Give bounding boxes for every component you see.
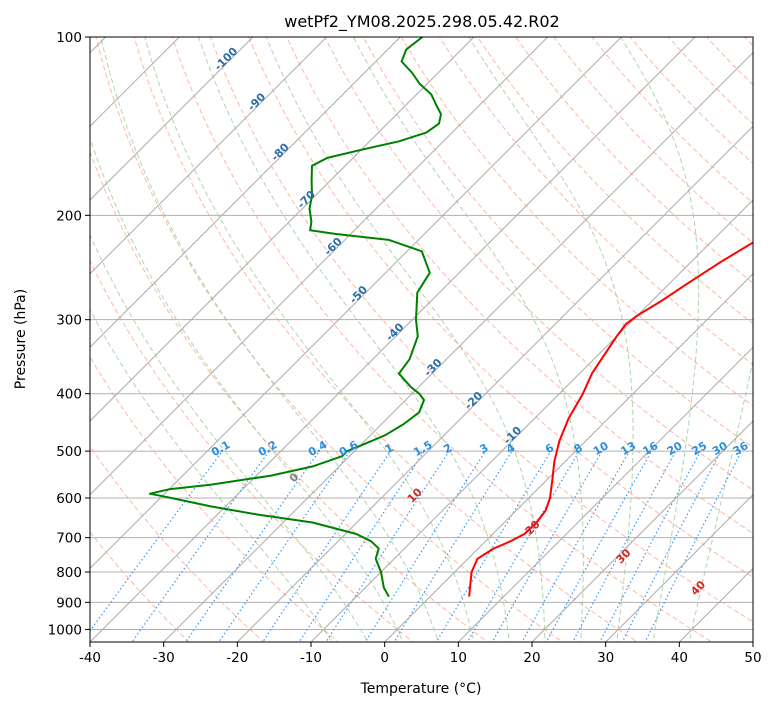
moist-adiabat [90, 136, 404, 642]
x-tick-label: -20 [226, 650, 248, 666]
mixing-ratio-line [218, 450, 351, 642]
y-tick-label: 700 [56, 531, 82, 547]
dry-adiabat [90, 150, 489, 642]
moist-adiabat [620, 37, 700, 642]
dry-adiabat [591, 37, 753, 204]
y-tick-label: 600 [56, 491, 82, 507]
x-tick-label: 50 [744, 650, 761, 666]
y-tick-label: 1000 [48, 622, 82, 638]
x-tick-label: 20 [523, 650, 540, 666]
isotherm [90, 37, 475, 422]
y-tick-label: 200 [56, 208, 82, 224]
isotherm [162, 51, 753, 642]
isotherm [90, 37, 254, 201]
plot-frame [89, 36, 754, 643]
isotherm [90, 37, 402, 349]
isotherm [90, 37, 549, 496]
dry-adiabat [90, 259, 414, 642]
isotherm [90, 37, 696, 642]
mixing-ratio-line [325, 450, 450, 642]
isotherm [531, 420, 753, 642]
isotherm [90, 37, 328, 275]
x-tick-label: 40 [671, 650, 688, 666]
dry-adiabat [248, 37, 753, 578]
y-tick-label: 100 [56, 30, 82, 46]
isotherm [90, 37, 623, 570]
dry-adiabat [400, 37, 753, 407]
isotherm [383, 272, 753, 642]
moist-adiabat [468, 37, 634, 642]
dry-adiabat [90, 531, 190, 642]
moist-adiabat [100, 37, 440, 642]
dewpoint-profile [148, 37, 442, 598]
mixing-ratio-line [466, 450, 580, 642]
dry-adiabat [477, 37, 753, 325]
y-tick-label: 800 [56, 565, 82, 581]
isotherm [457, 346, 753, 642]
isotherm [236, 125, 753, 642]
dry-adiabat [209, 37, 753, 623]
x-tick-label: 30 [597, 650, 614, 666]
x-tick-label: 0 [380, 650, 389, 666]
y-axis-label: Pressure (hPa) [13, 289, 29, 389]
temperature-profile [468, 241, 753, 597]
moist-adiabat [198, 37, 510, 642]
y-tick-label: 500 [56, 444, 82, 460]
plot-area: -100-90-80-70-60-50-40-30-20-100.1 0.2 0.4… [90, 37, 753, 642]
mixing-ratio-line [435, 450, 552, 642]
x-axis-label: Temperature (°C) [360, 681, 482, 697]
x-tick-label: -40 [79, 650, 101, 666]
y-tick-label: 900 [56, 595, 82, 611]
mixing-ratio-line [131, 450, 270, 642]
y-axis: 100 200 300 400 500 600 700 800 900 1000 [48, 30, 90, 638]
dry-adiabat [553, 37, 753, 244]
y-tick-label: 400 [56, 387, 82, 403]
moist-adiabat [90, 308, 333, 642]
dry-adiabat [667, 37, 753, 125]
dry-adiabat [90, 445, 265, 642]
dry-adiabat [171, 37, 713, 642]
isotherm [90, 37, 181, 128]
moist-adiabat [144, 37, 475, 642]
moist-adiabat [90, 233, 369, 642]
x-tick-label: -30 [153, 650, 175, 666]
x-tick-label: -10 [300, 650, 322, 666]
y-tick-label: 300 [56, 313, 82, 329]
mixing-ratio-line [644, 450, 743, 642]
x-axis: -40 -30 -20 -10 0 10 20 30 40 50 [79, 642, 762, 666]
moist-adiabat [688, 358, 753, 642]
mixing-ratio-line [545, 450, 653, 642]
dry-adiabat [286, 37, 753, 534]
mixing-ratio-line [185, 450, 320, 642]
dry-adiabat [362, 37, 753, 449]
dry-adiabat [133, 37, 638, 642]
mixing-ratio-line [262, 450, 392, 642]
isotherm [604, 493, 753, 642]
mixing-ratio-line [298, 450, 425, 642]
chart-title: wetPf2_YM08.2025.298.05.42.R02 [284, 12, 559, 32]
mixing-ratio-line [491, 450, 603, 642]
x-tick-label: 10 [450, 650, 467, 666]
